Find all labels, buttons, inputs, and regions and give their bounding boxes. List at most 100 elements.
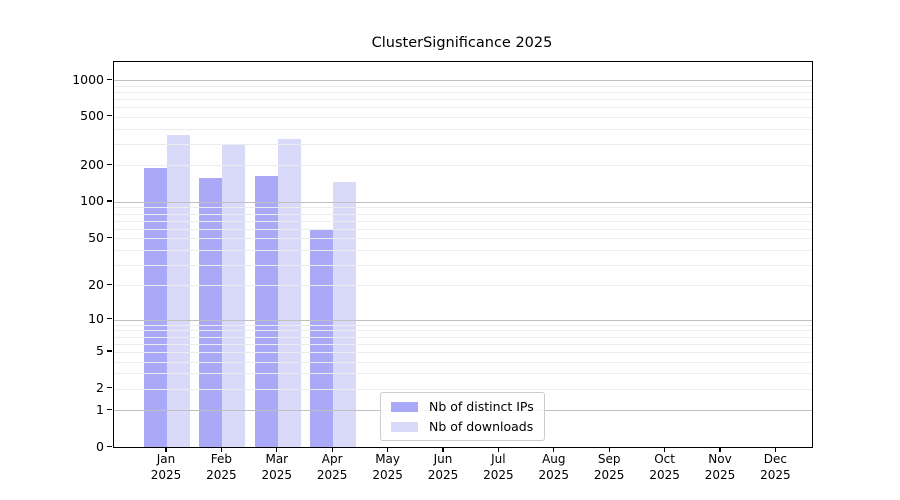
minor-gridline — [114, 128, 812, 130]
x-axis-tick — [774, 447, 776, 452]
x-tick-label: Jul 2025 — [470, 452, 526, 483]
y-axis-tick — [107, 408, 112, 410]
bar-apr-downloads — [333, 181, 357, 447]
y-axis-tick — [107, 318, 112, 320]
x-tick-month: Apr — [321, 452, 343, 466]
legend-swatch-distinct-ips — [391, 401, 418, 412]
x-tick-year: 2025 — [150, 467, 182, 482]
y-tick-label: 0 — [96, 438, 104, 454]
x-tick-label: Sep 2025 — [581, 452, 637, 483]
minor-gridline — [114, 330, 812, 332]
legend-item-distinct-ips: Nb of distinct IPs — [391, 399, 534, 414]
legend-label-downloads: Nb of downloads — [429, 419, 534, 434]
x-tick-label: Oct 2025 — [637, 452, 693, 483]
x-tick-label: Feb 2025 — [193, 452, 249, 483]
major-gridline — [114, 201, 812, 203]
x-tick-label: May 2025 — [360, 452, 416, 483]
chart-title: ClusterSignificance 2025 — [371, 35, 553, 51]
legend-item-downloads: Nb of downloads — [391, 419, 534, 434]
x-tick-year: 2025 — [760, 467, 791, 482]
y-tick-label: 1 — [96, 401, 104, 417]
x-axis-tick — [165, 447, 167, 452]
x-tick-year: 2025 — [372, 467, 403, 482]
x-tick-year: 2025 — [704, 467, 736, 482]
x-axis-tick — [387, 447, 389, 452]
minor-gridline — [114, 373, 812, 375]
bar-jan-downloads — [167, 135, 190, 447]
x-tick-year: 2025 — [427, 467, 459, 482]
major-gridline — [114, 80, 812, 82]
x-tick-month: Jan — [156, 452, 176, 466]
x-tick-label: Mar 2025 — [249, 452, 305, 483]
bar-feb-distinct-ips — [199, 178, 223, 447]
x-tick-month: May — [375, 452, 400, 466]
y-tick-label: 500 — [80, 108, 104, 124]
x-tick-label: Nov 2025 — [692, 452, 748, 483]
minor-gridline — [114, 107, 812, 109]
y-axis-tick — [107, 387, 112, 389]
minor-gridline — [114, 85, 812, 87]
y-axis-tick — [107, 445, 112, 447]
y-axis-tick — [107, 115, 112, 117]
bar-apr-distinct-ips — [310, 229, 334, 447]
y-axis-tick — [107, 283, 112, 285]
x-tick-month: Jun — [433, 452, 453, 466]
legend: Nb of distinct IPs Nb of downloads — [380, 392, 545, 441]
y-tick-label: 200 — [80, 156, 104, 172]
x-tick-label: Apr 2025 — [304, 452, 360, 483]
x-axis-tick — [220, 447, 222, 452]
major-gridline — [114, 319, 812, 321]
minor-gridline — [114, 249, 812, 251]
x-tick-year: 2025 — [538, 467, 570, 482]
bar-mar-distinct-ips — [254, 176, 278, 447]
x-axis-tick — [442, 447, 444, 452]
y-axis-tick — [107, 350, 112, 352]
minor-gridline — [114, 98, 812, 100]
x-axis-tick — [497, 447, 499, 452]
x-tick-year: 2025 — [316, 467, 348, 482]
x-tick-label: Aug 2025 — [526, 452, 582, 483]
legend-swatch-downloads — [391, 421, 418, 432]
x-axis-tick — [331, 447, 333, 452]
minor-gridline — [114, 165, 812, 167]
x-tick-month: Dec — [763, 452, 787, 466]
minor-gridline — [114, 264, 812, 266]
x-tick-year: 2025 — [206, 467, 237, 482]
y-tick-label: 5 — [96, 343, 104, 359]
x-axis-tick — [276, 447, 278, 452]
y-tick-label: 100 — [80, 193, 104, 209]
y-tick-label: 10 — [88, 311, 104, 327]
x-tick-label: Jan 2025 — [138, 452, 194, 483]
x-tick-month: Feb — [210, 452, 233, 466]
minor-gridline — [114, 220, 812, 222]
y-tick-label: 20 — [88, 276, 104, 292]
minor-gridline — [114, 388, 812, 390]
x-axis-tick — [664, 447, 666, 452]
minor-gridline — [114, 351, 812, 353]
y-tick-label: 2 — [96, 380, 104, 396]
minor-gridline — [114, 213, 812, 215]
y-tick-label: 50 — [88, 229, 104, 245]
x-tick-month: Jul — [491, 452, 506, 466]
x-tick-month: Sep — [597, 452, 621, 466]
bar-jan-distinct-ips — [144, 168, 167, 447]
x-axis-tick — [719, 447, 721, 452]
y-axis-tick — [107, 236, 112, 238]
minor-gridline — [114, 228, 812, 230]
x-tick-label: Dec 2025 — [747, 452, 803, 483]
x-tick-label: Jun 2025 — [415, 452, 471, 483]
minor-gridline — [114, 238, 812, 240]
bar-feb-downloads — [222, 144, 246, 447]
minor-gridline — [114, 361, 812, 363]
x-tick-month: Oct — [654, 452, 675, 466]
x-tick-month: Nov — [708, 452, 732, 466]
y-axis-tick — [107, 78, 112, 80]
minor-gridline — [114, 207, 812, 209]
minor-gridline — [114, 343, 812, 345]
plot-area — [113, 61, 813, 448]
x-axis-tick — [553, 447, 555, 452]
x-tick-month: Mar — [265, 452, 289, 466]
minor-gridline — [114, 143, 812, 145]
y-axis-tick — [107, 200, 112, 202]
